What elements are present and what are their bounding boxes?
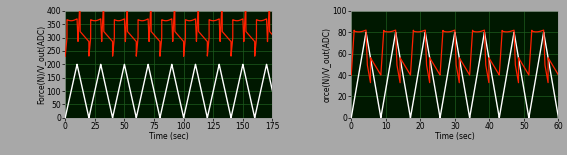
X-axis label: Time (sec): Time (sec)	[149, 132, 189, 141]
X-axis label: Time (sec): Time (sec)	[435, 132, 475, 141]
Y-axis label: Force(N)/V_out(ADC): Force(N)/V_out(ADC)	[36, 25, 45, 104]
Y-axis label: orce(N)/V_out(ADC): orce(N)/V_out(ADC)	[322, 27, 331, 102]
